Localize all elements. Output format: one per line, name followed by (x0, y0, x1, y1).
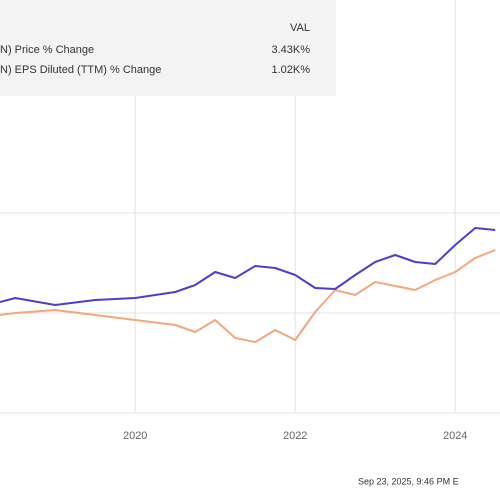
legend-value: 3.43K% (271, 44, 310, 56)
x-tick-label: 2020 (123, 430, 147, 442)
legend-box (0, 0, 336, 96)
series-line (0, 227, 496, 306)
series-line (0, 249, 496, 343)
legend-header: VAL (290, 22, 310, 34)
x-tick-label: 2024 (443, 430, 467, 442)
x-tick-label: 2022 (283, 430, 307, 442)
legend-label: N) EPS Diluted (TTM) % Change (0, 64, 161, 76)
legend-value: 1.02K% (271, 64, 310, 76)
legend-label: N) Price % Change (0, 44, 94, 56)
timestamp: Sep 23, 2025, 9:46 PM E (358, 476, 459, 486)
